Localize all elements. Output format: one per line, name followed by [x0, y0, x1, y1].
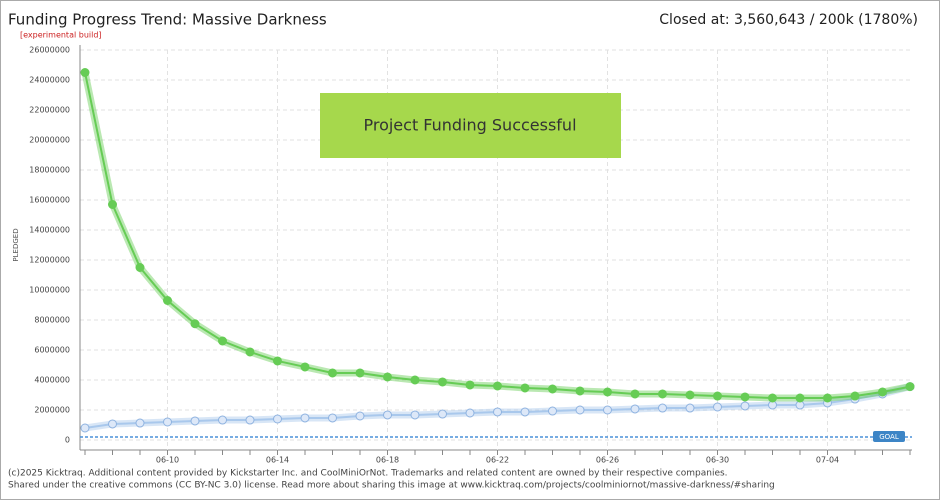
point: [465, 380, 475, 390]
y-tick-label: 14000000: [29, 226, 70, 235]
y-tick-label: 18000000: [29, 166, 70, 175]
point: [548, 406, 557, 416]
point: [823, 393, 832, 403]
point: [520, 407, 530, 417]
point: [685, 403, 695, 413]
y-tick-label: 6000000: [34, 346, 70, 355]
point: [603, 405, 612, 415]
point: [410, 375, 420, 385]
point: [410, 410, 420, 420]
point: [245, 347, 255, 357]
point: [658, 403, 667, 413]
point: [575, 405, 585, 415]
banner-text: Project Funding Successful: [363, 116, 576, 135]
point: [328, 413, 337, 423]
point: [438, 377, 447, 387]
point: [850, 391, 860, 401]
banner: [320, 93, 621, 158]
y-tick-label: 16000000: [29, 196, 70, 205]
point: [548, 384, 557, 394]
chart-title: Funding Progress Trend: Massive Darkness: [8, 11, 327, 29]
point: [300, 362, 310, 372]
point: [438, 409, 447, 419]
point: [273, 414, 282, 424]
point: [245, 415, 255, 425]
point: [630, 389, 640, 399]
point: [575, 386, 585, 396]
point: [218, 336, 227, 346]
point: [795, 393, 805, 403]
point: [328, 368, 337, 378]
point: [135, 418, 145, 428]
footer-line: (c)2025 Kicktraq. Additional content pro…: [8, 469, 728, 479]
point: [658, 389, 667, 399]
point: [218, 415, 227, 425]
point: [630, 404, 640, 414]
point: [383, 410, 392, 420]
point: [768, 393, 777, 403]
closed-at: Closed at: 3,560,643 / 200k (1780%): [659, 12, 918, 28]
point: [685, 390, 695, 400]
point: [135, 263, 145, 272]
point: [713, 402, 722, 412]
point: [905, 382, 915, 392]
point: [108, 419, 117, 429]
point: [355, 411, 365, 421]
point: [465, 408, 475, 418]
subtitle: [experimental build]: [20, 31, 102, 40]
x-tick-label: 06-26: [596, 456, 619, 465]
point: [108, 200, 117, 209]
point: [740, 401, 750, 411]
y-tick-label: 2000000: [34, 406, 70, 415]
point: [520, 383, 530, 393]
x-tick-label: 06-10: [156, 456, 179, 465]
y-tick-label: 0: [65, 436, 70, 445]
point: [713, 391, 722, 401]
y-tick-label: 12000000: [29, 256, 70, 265]
point: [740, 392, 750, 402]
footer-line: Shared under the creative commons (CC BY…: [8, 481, 775, 491]
point: [163, 296, 172, 305]
point: [603, 387, 612, 397]
point: [80, 423, 90, 433]
x-tick-label: 06-18: [376, 456, 399, 465]
goal-badge: [873, 431, 905, 442]
point: [163, 417, 172, 427]
x-tick-label: 06-30: [706, 456, 729, 465]
point: [355, 368, 365, 378]
y-tick-label: 8000000: [34, 316, 70, 325]
point: [493, 381, 502, 391]
goal-label: GOAL: [879, 433, 899, 441]
point: [190, 319, 200, 329]
point: [273, 356, 282, 366]
x-tick-label: 07-04: [816, 456, 839, 465]
point: [878, 387, 887, 397]
point: [300, 413, 310, 423]
y-tick-label: 24000000: [29, 76, 70, 85]
y-axis-label: PLEDGED: [12, 228, 20, 261]
point: [383, 372, 392, 382]
point: [190, 416, 200, 426]
y-tick-label: 20000000: [29, 136, 70, 145]
point: [493, 407, 502, 417]
y-tick-label: 26000000: [29, 46, 70, 55]
x-tick-label: 06-14: [266, 456, 289, 465]
plot: 0 2000000 4000000 6000000 8000000 10000000 120…: [29, 45, 915, 465]
x-tick-label: 06-22: [486, 456, 509, 465]
y-tick-label: 22000000: [29, 106, 70, 115]
y-tick-label: 10000000: [29, 286, 70, 295]
point: [80, 68, 90, 77]
y-tick-label: 4000000: [34, 376, 70, 385]
